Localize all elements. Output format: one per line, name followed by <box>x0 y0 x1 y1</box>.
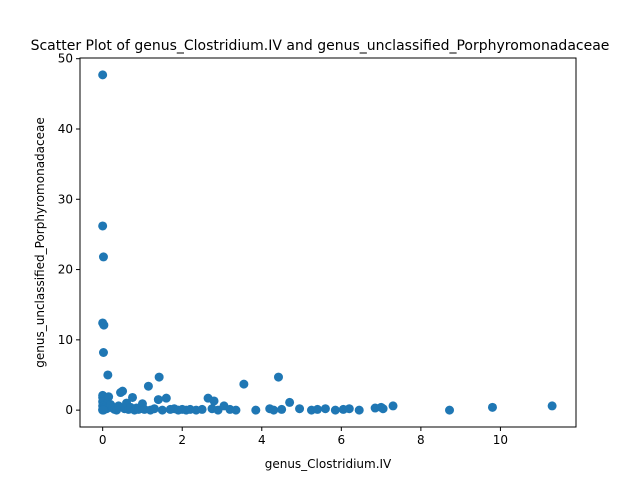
x-tick-label: 6 <box>338 433 346 447</box>
data-point <box>99 320 109 330</box>
y-tick-label: 0 <box>65 403 73 417</box>
x-axis: 0 2 4 6 8 10 <box>99 427 508 447</box>
data-point <box>161 393 171 403</box>
data-point <box>344 404 354 414</box>
chart-title: Scatter Plot of genus_Clostridium.IV and… <box>31 38 610 54</box>
data-point <box>487 402 497 412</box>
y-tick-label: 20 <box>58 263 73 277</box>
data-point <box>98 405 108 415</box>
data-point <box>445 405 455 415</box>
data-point <box>354 405 364 415</box>
data-point <box>118 386 128 396</box>
data-point <box>104 392 114 402</box>
points-layer <box>98 70 557 415</box>
data-point <box>320 404 330 414</box>
data-point <box>128 392 137 402</box>
data-point <box>231 405 241 415</box>
data-point <box>330 405 340 415</box>
data-point <box>157 405 167 415</box>
data-point <box>251 405 261 415</box>
data-point <box>98 252 108 262</box>
data-point <box>149 404 159 414</box>
data-point <box>269 405 279 415</box>
y-tick-label: 10 <box>58 333 73 347</box>
data-point <box>388 401 398 411</box>
data-point <box>378 404 388 414</box>
data-point <box>98 70 108 80</box>
data-point <box>98 348 108 357</box>
x-axis-label: genus_Clostridium.IV <box>265 457 392 471</box>
y-tick-label: 30 <box>58 192 73 206</box>
x-tick-label: 4 <box>258 433 266 447</box>
x-tick-label: 2 <box>178 433 186 447</box>
data-point <box>153 395 163 405</box>
data-point <box>209 396 219 406</box>
data-point <box>273 372 283 382</box>
data-point <box>277 404 287 414</box>
y-tick-label: 50 <box>58 52 73 66</box>
data-point <box>197 404 207 414</box>
x-tick-label: 10 <box>493 433 508 447</box>
plot-frame <box>79 57 577 428</box>
data-point <box>103 370 113 380</box>
data-point <box>285 397 295 407</box>
data-point <box>154 372 164 382</box>
data-point <box>295 404 305 414</box>
data-point <box>312 404 322 414</box>
data-point <box>239 379 249 389</box>
data-point <box>547 401 557 411</box>
y-tick-label: 40 <box>58 122 73 136</box>
x-tick-label: 0 <box>99 433 107 447</box>
y-axis: 0 10 20 30 40 50 <box>58 52 80 417</box>
data-point <box>143 381 153 391</box>
y-axis-label: genus_unclassified_Porphyromonadaceae <box>33 117 47 367</box>
x-tick-label: 8 <box>417 433 425 447</box>
data-point <box>98 221 108 231</box>
